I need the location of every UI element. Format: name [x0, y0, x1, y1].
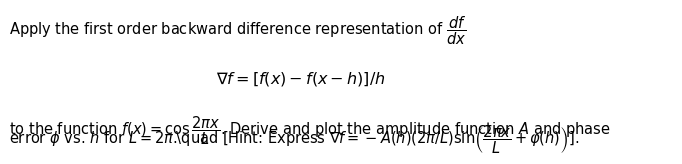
Text: Apply the first order backward difference representation of $\dfrac{df}{dx}$: Apply the first order backward differenc…	[9, 14, 466, 47]
Text: to the function $f(x) = \cos\dfrac{2\pi x}{L}$. Derive and plot the amplitude fu: to the function $f(x) = \cos\dfrac{2\pi …	[9, 114, 611, 147]
Text: $\nabla f = [f(x) - f(x-h)]/h$: $\nabla f = [f(x) - f(x-h)]/h$	[216, 70, 386, 88]
Text: error $\phi$ vs. $h$ for $L = 2\pi$.\quad [Hint: Express $\nabla f = -A(h)(2\pi/: error $\phi$ vs. $h$ for $L = 2\pi$.\qua…	[9, 124, 580, 156]
